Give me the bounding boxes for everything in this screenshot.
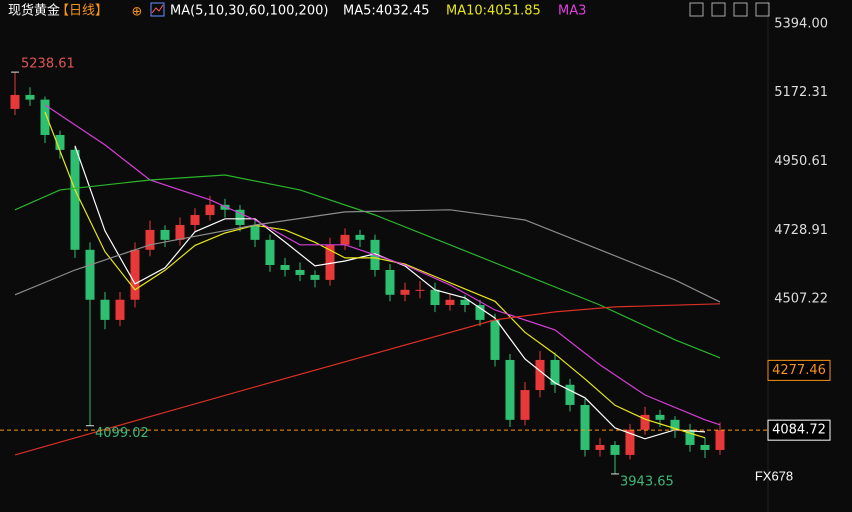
icon[interactable] xyxy=(150,2,165,17)
icon-line xyxy=(151,4,164,14)
add-icon[interactable]: ⊕ xyxy=(132,5,143,20)
candle-body xyxy=(670,419,680,430)
ma-icon xyxy=(150,2,165,17)
icon[interactable] xyxy=(689,2,704,17)
candle-body xyxy=(460,299,470,306)
candle-body xyxy=(235,209,245,225)
price-label-box xyxy=(767,359,831,381)
candle-body xyxy=(475,305,485,320)
toolbar-icons xyxy=(689,2,770,17)
candle-body xyxy=(340,234,350,245)
candle-body xyxy=(535,359,545,391)
candle-body xyxy=(40,99,50,135)
candle-body xyxy=(295,269,305,275)
candle-body xyxy=(325,244,335,280)
candle-body xyxy=(130,249,140,300)
candle-body xyxy=(430,289,440,306)
watermark: FX678 xyxy=(755,468,793,483)
y-tick-label: 4950.61 xyxy=(774,154,828,169)
candle-body xyxy=(685,429,695,445)
candle-body xyxy=(505,359,515,420)
candle-body xyxy=(160,229,170,240)
candle-body xyxy=(520,390,530,420)
candle-body xyxy=(550,359,560,385)
annotation: 3943.65 xyxy=(620,474,674,489)
candle-body xyxy=(265,239,275,265)
header-text: 【日线】 xyxy=(56,4,108,19)
header-text: MA3 xyxy=(558,4,586,19)
candle-body xyxy=(25,94,35,100)
candle-body xyxy=(565,384,575,405)
ma-line xyxy=(44,104,721,426)
candle-body xyxy=(220,204,230,210)
candle-body xyxy=(115,299,125,320)
y-tick-label: 5394.00 xyxy=(774,16,828,31)
candle-body xyxy=(400,289,410,295)
price-label: 4084.72 xyxy=(772,423,826,438)
candle-body xyxy=(715,430,725,450)
annotation: 4099.02 xyxy=(95,426,149,441)
candle-body xyxy=(610,444,620,455)
candle-body xyxy=(490,319,500,360)
candle-body xyxy=(595,444,605,450)
ma-line xyxy=(14,174,721,359)
header-text: MA(5,10,30,60,100,200) xyxy=(170,4,328,19)
candle-body xyxy=(145,229,155,250)
ma-line xyxy=(14,209,721,303)
candle-body xyxy=(415,289,425,291)
icon[interactable] xyxy=(711,2,726,17)
candle-body xyxy=(250,224,260,240)
candle-body xyxy=(625,429,635,455)
candle-body xyxy=(655,414,665,420)
candle-body xyxy=(205,204,215,216)
candle-body xyxy=(355,234,365,240)
header-text: 现货黄金 xyxy=(8,3,60,19)
header-text: MA5:4032.45 xyxy=(343,4,430,19)
candle-body xyxy=(580,404,590,450)
price-label: 4277.46 xyxy=(772,363,826,378)
candle-body xyxy=(385,269,395,295)
y-tick-label: 4728.91 xyxy=(774,223,828,238)
candle-body xyxy=(700,444,710,450)
candle-body xyxy=(55,134,65,150)
candle-body xyxy=(175,224,185,240)
icon[interactable] xyxy=(755,2,770,17)
candle-body xyxy=(10,94,20,109)
header-text: MA10:4051.85 xyxy=(446,4,541,19)
y-tick-label: 4507.22 xyxy=(774,292,828,307)
candle-body xyxy=(85,249,95,300)
annotation: 5238.61 xyxy=(21,57,75,72)
candle-body xyxy=(445,299,455,306)
price-label-box xyxy=(767,419,831,441)
y-tick-label: 5172.31 xyxy=(774,85,828,100)
icon[interactable] xyxy=(733,2,748,17)
candle-body xyxy=(640,414,650,430)
candle-body xyxy=(100,299,110,320)
candle-body xyxy=(190,215,200,225)
ma-line xyxy=(44,111,706,439)
candle-body xyxy=(70,149,80,250)
candle-body xyxy=(280,264,290,270)
ma-line xyxy=(14,303,721,456)
candle-body xyxy=(310,274,320,280)
